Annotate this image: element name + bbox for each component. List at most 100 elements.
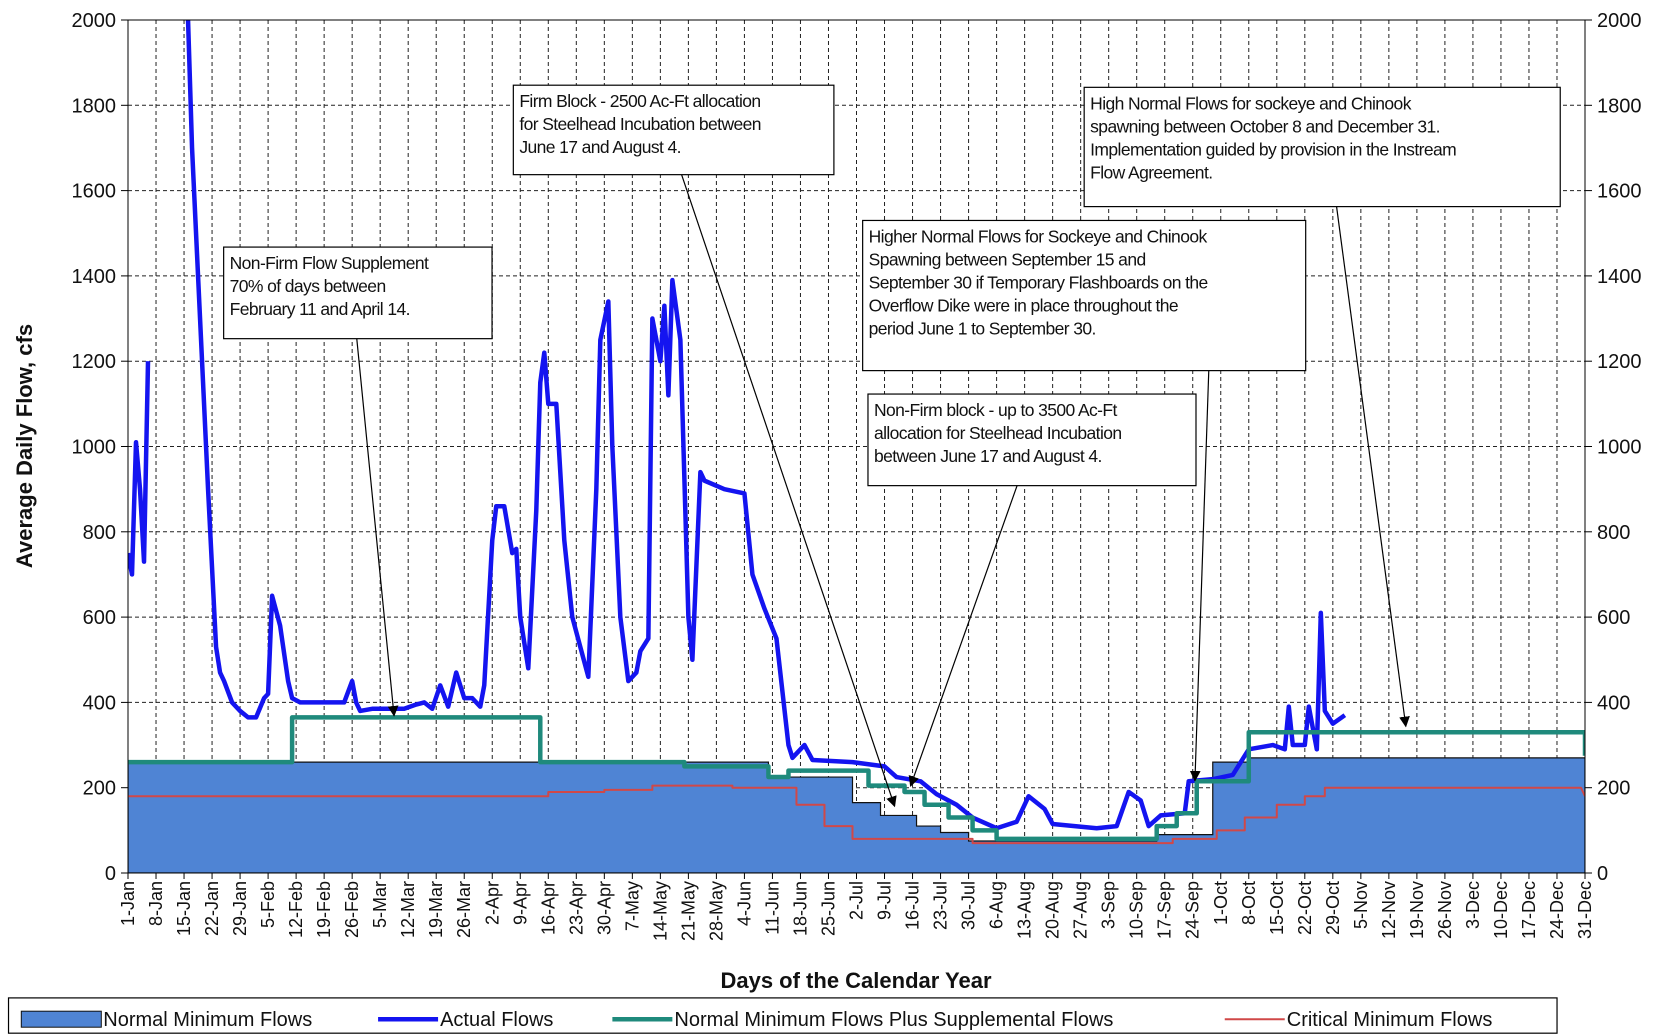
legend-label: Actual Flows — [440, 1009, 553, 1031]
y-tick-label: 1200 — [72, 351, 117, 373]
annotation-arrow — [908, 485, 1018, 787]
annotation-text: Non-Firm Flow Supplement — [230, 253, 429, 273]
annotation-text: Implementation guided by provision in th… — [1090, 139, 1456, 159]
x-tick-label: 30-Apr — [594, 881, 614, 935]
x-tick-label: 29-Oct — [1323, 881, 1343, 935]
y2-tick-label: 800 — [1597, 522, 1630, 544]
annotation-arrow — [356, 338, 399, 717]
y2-tick-label: 1800 — [1597, 95, 1642, 117]
x-axis-title: Days of the Calendar Year — [720, 968, 991, 993]
line — [128, 715, 1585, 842]
y-tick-label: 400 — [83, 692, 116, 714]
y-tick-label: 200 — [83, 778, 116, 800]
y-tick-label: 1800 — [72, 95, 117, 117]
annotation-text: between June 17 and August 4. — [874, 446, 1102, 466]
x-tick-label: 22-Jan — [202, 881, 222, 936]
plot-area — [128, 20, 1585, 873]
x-tick-label: 2-Jul — [847, 881, 867, 920]
x-tick-label: 9-Jul — [875, 881, 895, 920]
annotation-text: September 30 if Temporary Flashboards on… — [869, 272, 1208, 292]
legend-label: Normal Minimum Flows Plus Supplemental F… — [674, 1009, 1113, 1031]
annotation-text: for Steelhead Incubation between — [519, 114, 761, 134]
x-tick-label: 15-Jan — [174, 881, 194, 936]
x-tick-label: 28-May — [706, 881, 726, 941]
x-tick-label: 3-Sep — [1099, 881, 1119, 929]
line — [128, 784, 1585, 845]
x-tick-label: 5-Feb — [258, 881, 278, 928]
annotation-text: period June 1 to September 30. — [869, 318, 1096, 338]
annotation-arrow — [1189, 370, 1210, 782]
x-tick-label: 22-Oct — [1295, 881, 1315, 935]
y-tick-label: 600 — [83, 607, 116, 629]
y2-tick-label: 0 — [1597, 863, 1608, 885]
annotation-text: High Normal Flows for sockeye and Chinoo… — [1090, 93, 1412, 113]
x-tick-label: 24-Dec — [1547, 881, 1567, 939]
annotation-box — [512, 84, 835, 176]
annotation-text: June 17 and August 4. — [519, 137, 681, 157]
x-tick-label: 29-Jan — [230, 881, 250, 936]
x-tick-label: 23-Jul — [931, 881, 951, 930]
y2-tick-label: 200 — [1597, 778, 1630, 800]
annotation-text: Flow Agreement. — [1090, 162, 1212, 182]
x-tick-label: 23-Apr — [566, 881, 586, 935]
y-tick-label: 1400 — [72, 266, 117, 288]
x-tick-label: 7-May — [622, 881, 642, 931]
annotation-box — [1083, 86, 1561, 208]
y-tick-label: 1000 — [72, 437, 117, 459]
annotation-text: Higher Normal Flows for Sockeye and Chin… — [869, 226, 1208, 246]
x-tick-label: 17-Sep — [1155, 881, 1175, 939]
y2-tick-label: 600 — [1597, 607, 1630, 629]
annotation-text: Spawning between September 15 and — [869, 249, 1146, 269]
x-tick-label: 27-Aug — [1071, 881, 1091, 939]
legend-swatch — [20, 1010, 102, 1028]
y2-tick-label: 1200 — [1597, 351, 1642, 373]
y2-tick-label: 1600 — [1597, 181, 1642, 203]
x-tick-label: 26-Feb — [342, 881, 362, 938]
area — [128, 757, 1585, 873]
legend-box — [7, 997, 1558, 1034]
x-tick-label: 12-Mar — [398, 881, 418, 938]
annotation-arrow — [681, 174, 897, 808]
annotation-text: 70% of days between — [230, 276, 386, 296]
y2-tick-label: 1400 — [1597, 266, 1642, 288]
x-tick-label: 13-Aug — [1015, 881, 1035, 939]
x-tick-label: 20-Aug — [1043, 881, 1063, 939]
y2-tick-label: 2000 — [1597, 10, 1642, 32]
x-tick-label: 16-Jul — [903, 881, 923, 930]
x-tick-label: 1-Jan — [118, 881, 138, 926]
annotation-box — [867, 393, 1197, 487]
legend-label: Critical Minimum Flows — [1287, 1009, 1493, 1031]
x-tick-label: 19-Nov — [1407, 881, 1427, 939]
x-tick-label: 3-Dec — [1463, 881, 1483, 929]
y-tick-label: 0 — [105, 863, 116, 885]
x-tick-label: 6-Aug — [987, 881, 1007, 929]
annotation-text: Firm Block - 2500 Ac-Ft allocation — [519, 91, 760, 111]
x-tick-label: 9-Apr — [510, 881, 530, 925]
x-tick-label: 5-Mar — [370, 881, 390, 928]
y-tick-label: 2000 — [72, 10, 117, 32]
x-tick-label: 18-Jun — [790, 881, 810, 936]
y-tick-label: 1600 — [72, 181, 117, 203]
y2-tick-label: 400 — [1597, 692, 1630, 714]
x-tick-label: 17-Dec — [1519, 881, 1539, 939]
annotation-text: Non-Firm block - up to 3500 Ac-Ft — [874, 400, 1118, 420]
x-tick-label: 26-Nov — [1435, 881, 1455, 939]
x-tick-label: 25-Jun — [818, 881, 838, 936]
x-tick-label: 2-Apr — [482, 881, 502, 925]
x-tick-label: 16-Apr — [538, 881, 558, 935]
x-tick-label: 24-Sep — [1183, 881, 1203, 939]
x-tick-label: 8-Jan — [146, 881, 166, 926]
annotation-text: Overflow Dike were in place throughout t… — [869, 295, 1178, 315]
annotation-text: spawning between October 8 and December … — [1090, 116, 1440, 136]
x-tick-label: 5-Nov — [1351, 881, 1371, 929]
x-tick-label: 10-Sep — [1127, 881, 1147, 939]
x-tick-label: 21-May — [678, 881, 698, 941]
legend-label: Normal Minimum Flows — [103, 1009, 312, 1031]
x-tick-label: 15-Oct — [1267, 881, 1287, 935]
y-axis-title: Average Daily Flow, cfs — [12, 324, 37, 568]
annotation-text: February 11 and April 14. — [230, 299, 410, 319]
x-tick-label: 30-Jul — [959, 881, 979, 930]
x-tick-label: 14-May — [650, 881, 670, 941]
